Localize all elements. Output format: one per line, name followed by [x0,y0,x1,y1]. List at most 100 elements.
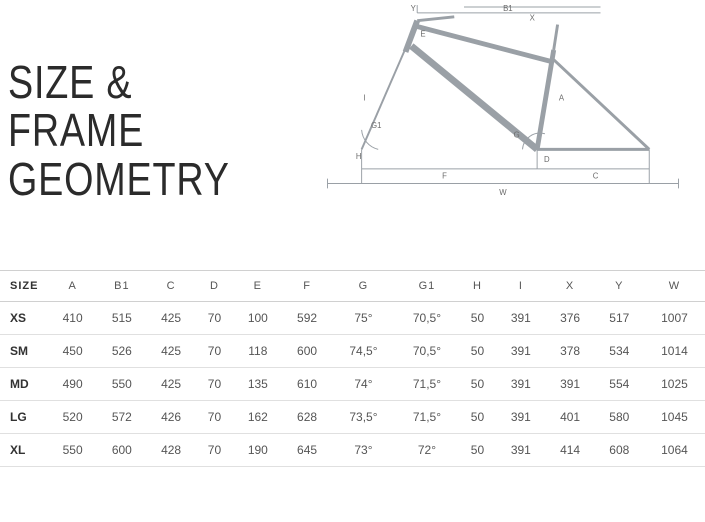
svg-text:Y: Y [410,3,416,12]
page-title: SIZE & FRAME GEOMETRY [0,0,300,203]
value-cell: 70 [196,368,234,401]
value-cell: 50 [459,335,497,368]
value-cell: 554 [595,368,644,401]
value-cell: 1007 [644,302,705,335]
col-g1: G1 [395,271,459,302]
col-f: F [282,271,331,302]
table-row: MD4905504257013561074°71,5°5039139155410… [0,368,705,401]
value-cell: 580 [595,401,644,434]
svg-text:I: I [363,93,365,102]
table-row: XL5506004287019064573°72°503914146081064 [0,434,705,467]
frame-diagram: W F C D G G1 I B1 X Y A E H [300,0,705,210]
value-cell: 74,5° [332,335,396,368]
value-cell: 592 [282,302,331,335]
svg-text:F: F [442,171,447,180]
value-cell: 550 [97,368,146,401]
geometry-table: SIZEAB1CDEFGG1HIXYW XS410515425701005927… [0,270,705,467]
table-row: LG5205724267016262873,5°71,5°50391401580… [0,401,705,434]
table-row: SM4505264257011860074,5°70,5°50391378534… [0,335,705,368]
value-cell: 70 [196,434,234,467]
col-g: G [332,271,396,302]
value-cell: 414 [545,434,594,467]
value-cell: 526 [97,335,146,368]
value-cell: 162 [233,401,282,434]
col-x: X [545,271,594,302]
value-cell: 190 [233,434,282,467]
value-cell: 610 [282,368,331,401]
value-cell: 1045 [644,401,705,434]
value-cell: 515 [97,302,146,335]
value-cell: 645 [282,434,331,467]
value-cell: 50 [459,401,497,434]
title-line-2: GEOMETRY [8,155,247,203]
value-cell: 50 [459,368,497,401]
value-cell: 72° [395,434,459,467]
value-cell: 600 [97,434,146,467]
svg-text:H: H [355,152,361,161]
value-cell: 73,5° [332,401,396,434]
value-cell: 378 [545,335,594,368]
value-cell: 428 [146,434,195,467]
col-c: C [146,271,195,302]
table-body: XS4105154257010059275°70,5°5039137651710… [0,302,705,467]
col-d: D [196,271,234,302]
col-h: H [459,271,497,302]
value-cell: 391 [545,368,594,401]
svg-text:A: A [558,93,564,102]
value-cell: 426 [146,401,195,434]
value-cell: 1025 [644,368,705,401]
value-cell: 572 [97,401,146,434]
value-cell: 376 [545,302,594,335]
value-cell: 74° [332,368,396,401]
value-cell: 118 [233,335,282,368]
value-cell: 70 [196,401,234,434]
value-cell: 517 [595,302,644,335]
value-cell: 401 [545,401,594,434]
size-cell: MD [0,368,48,401]
table-header: SIZEAB1CDEFGG1HIXYW [0,271,705,302]
value-cell: 1014 [644,335,705,368]
svg-text:E: E [420,29,425,38]
value-cell: 70,5° [395,335,459,368]
value-cell: 608 [595,434,644,467]
value-cell: 391 [496,368,545,401]
col-size: SIZE [0,271,48,302]
header-region: SIZE & FRAME GEOMETRY [0,0,705,230]
value-cell: 75° [332,302,396,335]
col-y: Y [595,271,644,302]
value-cell: 71,5° [395,401,459,434]
value-cell: 391 [496,335,545,368]
svg-text:G: G [513,130,519,139]
svg-text:B1: B1 [503,3,513,12]
value-cell: 1064 [644,434,705,467]
value-cell: 520 [48,401,97,434]
svg-text:D: D [544,155,550,164]
value-cell: 50 [459,434,497,467]
value-cell: 71,5° [395,368,459,401]
col-i: I [496,271,545,302]
value-cell: 50 [459,302,497,335]
value-cell: 534 [595,335,644,368]
col-w: W [644,271,705,302]
value-cell: 391 [496,302,545,335]
value-cell: 391 [496,401,545,434]
value-cell: 450 [48,335,97,368]
value-cell: 425 [146,302,195,335]
size-cell: XS [0,302,48,335]
value-cell: 70,5° [395,302,459,335]
size-cell: SM [0,335,48,368]
size-cell: XL [0,434,48,467]
value-cell: 100 [233,302,282,335]
value-cell: 425 [146,368,195,401]
svg-text:W: W [499,188,507,197]
value-cell: 600 [282,335,331,368]
svg-text:G1: G1 [371,120,381,129]
size-cell: LG [0,401,48,434]
col-e: E [233,271,282,302]
value-cell: 490 [48,368,97,401]
value-cell: 425 [146,335,195,368]
svg-text:X: X [529,13,535,22]
value-cell: 628 [282,401,331,434]
value-cell: 135 [233,368,282,401]
svg-text:C: C [592,171,598,180]
